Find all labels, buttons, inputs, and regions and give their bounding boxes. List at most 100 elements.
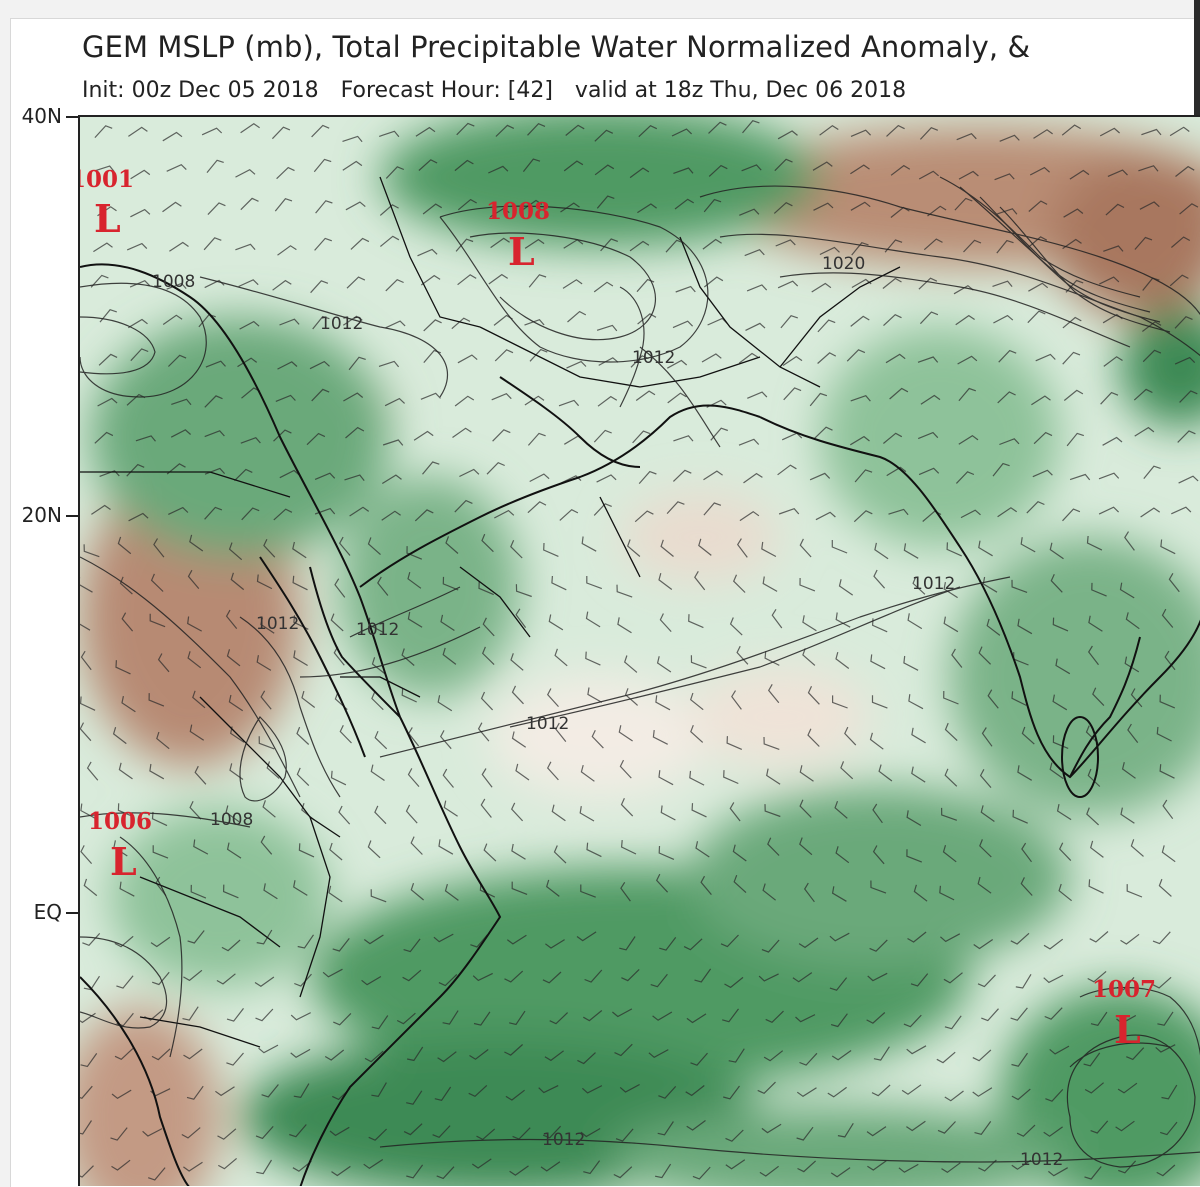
wind-barb [956, 132, 977, 141]
wind-barb [889, 387, 909, 400]
wind-barb [511, 731, 527, 748]
wind-barb [410, 836, 423, 855]
wind-barb [1092, 687, 1105, 707]
wind-barb [255, 1126, 274, 1140]
wind-barb [494, 509, 515, 519]
wind-barb [1179, 203, 1199, 215]
wind-barb [82, 932, 101, 947]
wind-barb [1138, 165, 1159, 172]
wind-barb [1069, 473, 1091, 481]
wind-barb [481, 533, 494, 553]
wind-barb [515, 584, 532, 598]
wind-barb [944, 722, 958, 742]
wind-barb [151, 811, 168, 827]
wind-barb [553, 845, 567, 864]
wind-barb [235, 243, 256, 251]
wind-barb [216, 973, 236, 985]
wind-barb [1017, 618, 1033, 635]
wind-barb [240, 122, 260, 134]
wind-barb [1098, 506, 1120, 515]
wind-barb [1168, 572, 1180, 593]
wind-barb [585, 611, 601, 628]
wind-barb [490, 237, 510, 249]
wind-barb [370, 889, 387, 903]
wind-barb [406, 1090, 423, 1105]
wind-barb [126, 242, 148, 251]
wind-barb [1088, 615, 1103, 632]
wind-barb [1058, 883, 1072, 902]
wind-barb [1161, 608, 1174, 628]
wind-barb [293, 1083, 310, 1099]
wind-barb [315, 200, 333, 214]
wind-barb [1174, 315, 1193, 329]
wind-barb [813, 202, 834, 211]
wind-barb [166, 282, 187, 290]
wind-barb [596, 195, 615, 209]
wind-barb [660, 805, 676, 821]
wind-barb [406, 1046, 424, 1062]
wind-barb [658, 845, 675, 860]
wind-barb [193, 839, 209, 855]
wind-barb [332, 938, 350, 952]
wind-barb [538, 1085, 559, 1094]
wind-barb [344, 474, 365, 481]
isobar-label-1012-southeast: 1012 [1020, 1150, 1063, 1170]
wind-barb [695, 841, 710, 858]
wind-barb [817, 352, 837, 364]
wind-barb [402, 969, 422, 982]
wind-barb [703, 502, 722, 516]
wind-barb [194, 765, 207, 785]
wind-barb [112, 727, 127, 745]
wind-barb [290, 1048, 311, 1059]
wind-barb [1045, 1088, 1064, 1102]
wind-barb [527, 501, 547, 514]
wind-barb [652, 1011, 673, 1021]
wind-barb [367, 840, 381, 859]
wind-barb [1026, 500, 1045, 514]
wind-barb [958, 387, 976, 402]
wind-barb [844, 726, 857, 746]
wind-barb [560, 202, 580, 213]
wind-barb [522, 158, 541, 172]
wind-barb [451, 317, 471, 330]
wind-barb [982, 576, 998, 593]
wind-barb [1102, 436, 1123, 446]
wind-barb [698, 538, 712, 556]
wind-barb [241, 507, 260, 521]
wind-barb [469, 1049, 489, 1060]
wind-barb [261, 1084, 279, 1098]
wind-barb [406, 1164, 424, 1179]
wind-barb [917, 431, 939, 440]
wind-barb [1043, 938, 1064, 950]
wind-barb [218, 1157, 237, 1170]
wind-barb [577, 1052, 596, 1065]
wind-barb [998, 349, 1017, 363]
wind-barb [529, 473, 550, 483]
wind-barb [438, 839, 454, 855]
wind-barb [963, 239, 982, 253]
wind-barb [403, 938, 421, 953]
wind-barb [883, 432, 903, 444]
wind-barb [992, 280, 1013, 287]
wind-barb [457, 198, 477, 211]
wind-barb [1140, 507, 1161, 518]
wind-barb [903, 655, 919, 671]
wind-barb [83, 544, 100, 558]
wind-barb [728, 1048, 745, 1063]
wind-barb [566, 360, 587, 369]
wind-barb [920, 394, 941, 405]
wind-barb [1010, 932, 1030, 945]
wind-barb [907, 613, 923, 630]
wind-barb [310, 280, 329, 294]
wind-barb [455, 238, 474, 252]
isobar-label-1012-ethiopia: 1012 [256, 614, 299, 634]
wind-barb [1021, 842, 1032, 863]
wind-barb [777, 280, 799, 289]
wind-barb [979, 839, 992, 858]
wind-barb [886, 124, 905, 137]
wind-barb [229, 763, 244, 780]
wind-barb [690, 655, 707, 669]
wind-barb [957, 355, 978, 365]
wind-barb [598, 357, 619, 366]
wind-barb [374, 805, 387, 825]
